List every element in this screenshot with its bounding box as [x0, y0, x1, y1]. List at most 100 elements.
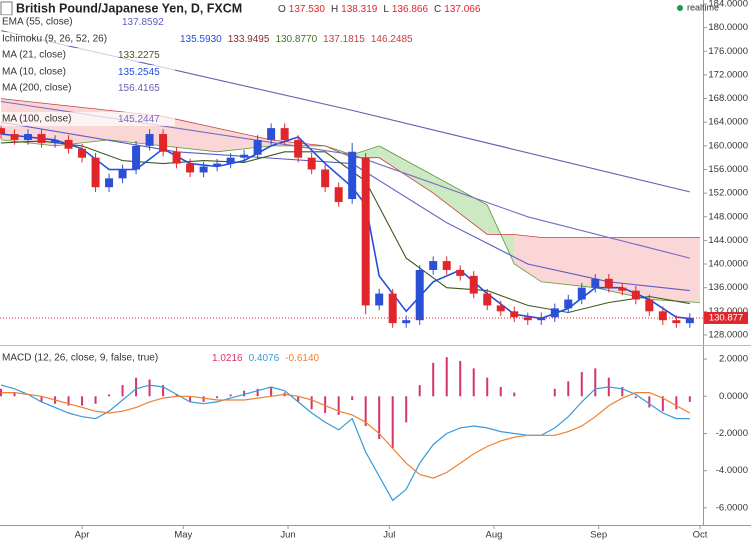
y-tick-label: 148.0000: [708, 211, 748, 222]
candle-body: [213, 163, 222, 167]
histogram-bar: [351, 396, 354, 401]
x-tick-label: Jul: [383, 530, 395, 541]
candle-body: [91, 157, 100, 188]
last-price-label: 130.877: [709, 312, 743, 323]
candle-body: [267, 128, 276, 140]
y-tick-label: 136.0000: [708, 282, 748, 293]
histogram-bar: [202, 396, 205, 402]
histogram-bar: [243, 390, 246, 397]
symbol-icon: [0, 1, 13, 16]
ohlc-key: H: [331, 4, 338, 15]
candle-body: [658, 311, 667, 321]
legend-bg: [0, 48, 175, 62]
candle-body: [496, 305, 505, 312]
macd-legend-values: 1.0216 0.4076 -0.6140: [212, 353, 320, 364]
candle-body: [483, 293, 492, 306]
candle-body: [361, 157, 370, 306]
y-tick-label: 180.0000: [708, 22, 748, 33]
y-tick-label: 2.0000: [719, 354, 748, 365]
candle-body: [172, 151, 181, 164]
ohlc-key: C: [434, 4, 441, 15]
histogram-bar: [621, 386, 624, 397]
histogram-bar: [270, 386, 273, 397]
histogram-bar: [337, 396, 340, 415]
candle-body: [510, 311, 519, 318]
legend-values: 135.5930 133.9495 130.8770 137.1815 146.2485: [180, 34, 413, 45]
histogram-bar: [148, 379, 151, 397]
candle-body: [402, 320, 411, 324]
histogram-bar: [459, 360, 462, 397]
candle-body: [456, 269, 465, 276]
candle-body: [375, 293, 384, 306]
y-tick-label: 144.0000: [708, 235, 748, 246]
histogram-bar: [216, 396, 219, 399]
histogram-bar: [189, 396, 192, 402]
cloud-segment: [649, 237, 700, 303]
candle-body: [685, 317, 694, 324]
candle-body: [321, 169, 330, 188]
legend-values: 137.8592: [122, 17, 164, 28]
x-tick-label: Jun: [280, 530, 295, 541]
legend-value: 145.2447: [118, 114, 160, 125]
candle-body: [24, 134, 33, 140]
legend-value: 156.4165: [118, 83, 160, 94]
candle-body: [618, 287, 627, 291]
y-tick-label: 140.0000: [708, 259, 748, 270]
candle-body: [577, 287, 586, 300]
candle-body: [550, 308, 559, 318]
y-tick-label: -2.0000: [716, 428, 748, 439]
histogram-bar: [13, 392, 16, 397]
candle-body: [145, 134, 154, 146]
macd-line: [0, 384, 690, 502]
candle-body: [564, 299, 573, 309]
legend-value: 137.8592: [122, 17, 164, 28]
y-tick-label: 184.0000: [708, 0, 748, 10]
histogram-bar: [175, 394, 178, 397]
candle-body: [226, 157, 235, 164]
ohlc-key: O: [278, 4, 286, 15]
ohlc-values: O 137.530 H 138.319 L 136.866 C 137.066: [278, 4, 481, 15]
candle-body: [631, 290, 640, 300]
legend-bg: [0, 32, 370, 46]
candle-body: [537, 317, 546, 321]
candle-body: [442, 261, 451, 270]
legend-name: MA (100, close): [2, 114, 71, 125]
candle-body: [645, 299, 654, 312]
histogram-bar: [445, 357, 448, 397]
candle-body: [37, 134, 46, 143]
histogram-bar: [661, 396, 664, 412]
cloud-segment: [163, 116, 218, 152]
histogram-bar: [391, 396, 394, 449]
legend-value: 1.0216: [212, 353, 243, 364]
candle-body: [51, 139, 60, 143]
legend-values: 135.2545: [118, 67, 160, 78]
histogram-bar: [499, 386, 502, 397]
candle-body: [415, 269, 424, 321]
candle-body: [253, 139, 262, 155]
candle-body: [348, 151, 357, 200]
y-tick-label: 176.0000: [708, 46, 748, 57]
indicator-line: [0, 100, 690, 259]
histogram-bar: [81, 396, 84, 406]
y-tick-label: -4.0000: [716, 465, 748, 476]
y-tick-label: 128.0000: [708, 329, 748, 340]
candle-body: [10, 134, 19, 140]
histogram-bar: [135, 377, 138, 397]
legend-name: Ichimoku (9, 26, 52, 26): [2, 34, 107, 45]
candle-body: [78, 148, 87, 158]
histogram-bar: [162, 385, 165, 397]
histogram-bar: [121, 385, 124, 397]
legend-values: 156.4165: [118, 83, 160, 94]
x-tick-label: Sep: [590, 530, 607, 541]
y-tick-label: 172.0000: [708, 69, 748, 80]
last-price-box: [704, 311, 748, 324]
candle-body: [105, 178, 114, 188]
y-tick-label: 164.0000: [708, 117, 748, 128]
legend-bg: [0, 112, 175, 126]
histogram-bar: [432, 362, 435, 397]
cloud-segment: [541, 237, 596, 288]
legend-value: 133.9495: [228, 34, 270, 45]
x-tick-label: Apr: [75, 530, 90, 541]
histogram-bar: [378, 396, 381, 440]
